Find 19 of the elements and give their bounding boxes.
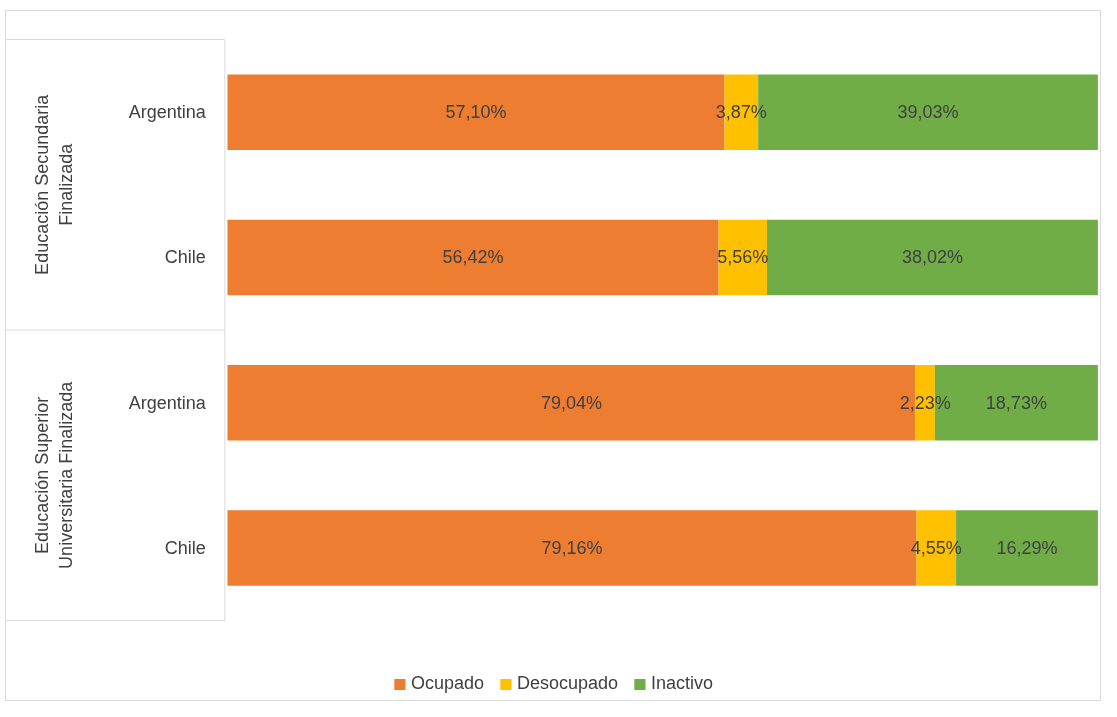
text: Educación Superior Universitaria Finalizada	[32, 380, 77, 569]
y-tick-label: Argentina	[128, 392, 207, 413]
data-label: 16,29%	[996, 537, 1058, 558]
legend-label: Ocupado	[410, 673, 484, 694]
y-tick-label: Chile	[164, 537, 206, 558]
data-label: 56,42%	[442, 247, 504, 268]
data-label: 57,10%	[445, 102, 507, 123]
bar	[227, 219, 719, 296]
data-label: 79,04%	[540, 392, 602, 413]
data-label: 18,73%	[985, 392, 1047, 413]
data-label: 38,02%	[901, 247, 963, 268]
text: Educación Secundaria Finalizada	[32, 93, 77, 275]
bar	[766, 219, 1098, 296]
data-label: 39,03%	[897, 102, 959, 123]
y-tick-label: Chile	[164, 247, 206, 268]
legend-label: Desocupado	[516, 673, 619, 694]
data-label: 79,16%	[541, 537, 603, 558]
y-tick-label: Argentina	[128, 102, 207, 123]
legend-label: Inactivo	[651, 673, 714, 694]
